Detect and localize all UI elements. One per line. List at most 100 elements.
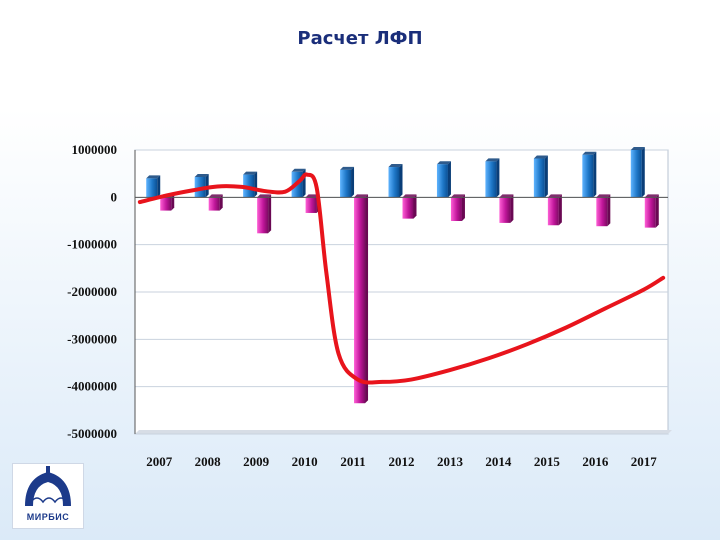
x-tick-labels: 2007 2008 2009 2010 2011 2012 2013 2014 2015 2016… [146,454,657,469]
bar-side [365,194,369,404]
bar-front [305,197,317,213]
bar-side [641,147,645,198]
bar-top [340,166,355,170]
bar-side [593,151,597,198]
y-tick-label: -5000000 [67,426,117,441]
bar-top [291,168,306,172]
bar [582,151,597,198]
bar-front [547,197,559,226]
bar-top [499,194,514,198]
bar [436,161,451,198]
bar-top [485,158,500,162]
logo-dome-icon [25,466,71,506]
bar-top [388,164,403,168]
bar [485,158,500,198]
x-tick-label: 2010 [292,454,318,469]
y-tick-labels: 1000000 0 -1000000 -2000000 -3000000 -4000000… [67,142,117,441]
bar-front [533,158,545,198]
bar [146,175,161,198]
bar-top [596,194,611,198]
bar-front [354,197,366,404]
bar-front [596,197,608,227]
bar-side [447,161,451,198]
plot-floor [135,430,672,434]
bar-front [388,167,400,198]
bar-top [354,194,369,198]
bar-side [268,194,272,234]
x-tick-label: 2007 [146,454,173,469]
bar-top [450,194,465,198]
bar-top [630,147,645,150]
bar-side [254,171,258,198]
bar-front [402,197,414,219]
bar-side [219,194,223,211]
bar [596,194,611,227]
bar-front [450,197,462,221]
bars [146,147,659,404]
bar-side [544,155,548,198]
bar [402,194,417,219]
x-tick-label: 2013 [437,454,464,469]
bar-front [257,197,269,234]
trend-line-layer [137,172,666,385]
grid-lines [135,149,668,435]
bar-top [582,151,597,155]
bar-front [160,197,172,211]
bar-top [533,155,548,159]
bar-side [496,158,500,198]
trend-line [137,172,666,385]
x-tick-label: 2012 [389,454,415,469]
bar-side [413,194,417,219]
bar-side [399,164,403,198]
bar-top [146,175,161,179]
bar-top [644,194,659,198]
x-tick-label: 2014 [485,454,512,469]
bar-side [157,175,161,198]
bar [194,173,209,198]
axes [134,150,668,434]
bar-top [194,173,209,177]
logo-text: МИРБИС [26,512,70,522]
x-tick-label: 2017 [631,454,658,469]
slide-title: Расчет ЛФП [297,28,423,49]
bar-front [146,178,158,198]
bar-front [644,197,656,228]
bar [644,194,659,228]
bar-front [499,197,511,223]
y-tick-label: -2000000 [67,284,117,299]
bar-side [205,173,209,198]
bar-side [607,194,611,227]
bar-side [351,166,355,198]
bar [257,194,272,234]
bar-front [582,154,594,198]
x-tick-label: 2011 [340,454,365,469]
bar [354,194,369,404]
bar-front [630,150,642,198]
bar-top [257,194,272,198]
bar-top [547,194,562,198]
bar [243,171,258,198]
bar [533,155,548,198]
bar [499,194,514,223]
bar-top [402,194,417,198]
x-tick-label: 2016 [582,454,609,469]
bar-side [510,194,514,223]
mirbis-logo: МИРБИС [12,463,84,529]
bar [630,147,645,198]
bar-front [436,164,448,198]
bar-front [485,161,497,198]
bar [208,194,223,211]
bar-top [208,194,223,198]
y-tick-label: 0 [111,189,118,204]
bar-side [558,194,562,226]
x-tick-label: 2009 [243,454,270,469]
bar-front [208,197,220,211]
x-tick-label: 2008 [195,454,222,469]
bar-top [436,161,451,165]
bar-side [655,194,659,228]
bar [388,164,403,198]
x-tick-label: 2015 [534,454,561,469]
y-tick-label: -3000000 [67,331,117,346]
y-tick-label: -4000000 [67,379,117,394]
